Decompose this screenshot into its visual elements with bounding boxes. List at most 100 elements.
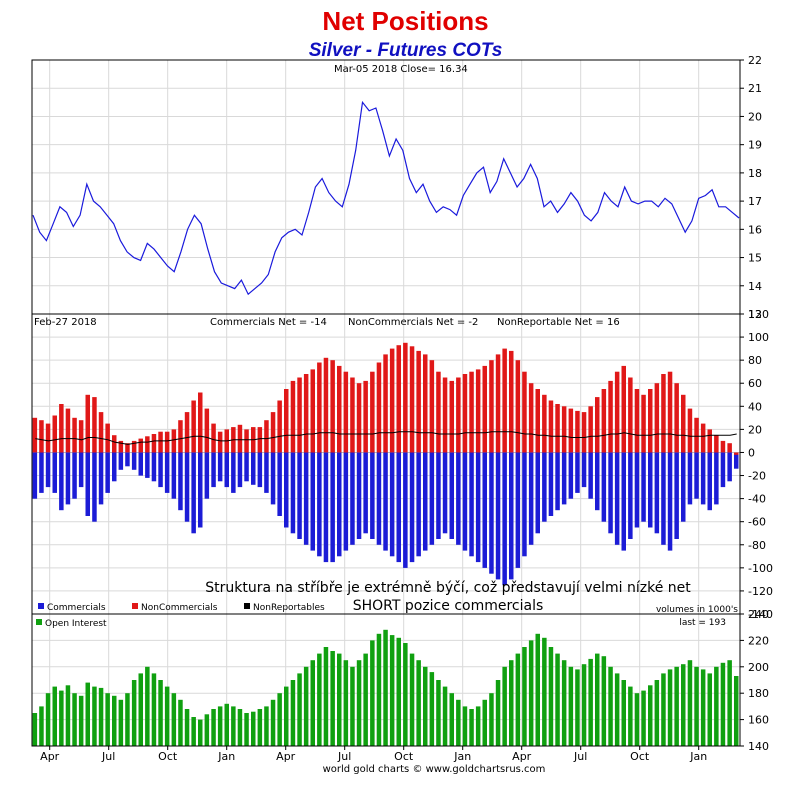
x-tick-label: Apr [40, 750, 60, 763]
open-interest-bar [244, 713, 249, 746]
commercials-bar [661, 452, 666, 545]
open-interest-bar [376, 633, 382, 746]
noncommercials-bar [158, 431, 163, 453]
open-interest-bar [462, 706, 468, 746]
noncommercials-bar [310, 369, 315, 453]
y-tick-label: 100 [748, 331, 769, 344]
noncommercials-bar [568, 408, 574, 453]
noncommercials-bar [495, 354, 501, 453]
x-tick-label: Jul [101, 750, 115, 763]
commercials-bar [462, 452, 468, 551]
noncommercials-bar [409, 346, 415, 453]
noncommercials-bar [522, 371, 527, 453]
commercials-bar [32, 452, 38, 499]
x-tick-label: Jul [573, 750, 587, 763]
commercials-bar [264, 452, 269, 493]
commercials-bar [621, 452, 626, 551]
y-tick-label: 180 [748, 687, 769, 700]
price-info: Mar-05 2018 Close= 16.34 [334, 64, 468, 75]
y-tick-label: 20 [748, 423, 762, 436]
noncommercials-bar [323, 357, 329, 453]
noncommercials-bar [462, 374, 468, 453]
commercials-bar [548, 452, 554, 516]
commercials-bar [52, 452, 57, 493]
chart-subtitle: Silver - Futures COTs [308, 40, 503, 61]
open-interest-bar [581, 664, 587, 746]
noncommercials-bar [105, 423, 110, 453]
noncommercials-bar [151, 434, 157, 453]
noncommercials-bar [581, 412, 587, 453]
noncommercials-bar [548, 400, 554, 453]
open-interest-bar [191, 717, 196, 746]
y-tick-label: 15 [748, 252, 762, 265]
open-interest-bar [184, 709, 190, 746]
commercials-bar [224, 452, 229, 488]
open-interest-bar [621, 680, 626, 746]
noncommercials-bar [376, 362, 382, 453]
open-interest-bar [687, 660, 693, 746]
x-tick-label: Oct [630, 750, 650, 763]
open-interest-bar [528, 640, 534, 746]
noncommercials-bar [628, 377, 633, 453]
noncommercials-bar [257, 427, 263, 453]
commercials-bar [98, 452, 104, 505]
open-interest-bar [65, 685, 71, 746]
open-interest-bar [310, 660, 315, 746]
noncommercials-bar [561, 406, 567, 453]
open-interest-bar [416, 660, 421, 746]
open-interest-bar [489, 693, 494, 746]
open-interest-bar [674, 666, 679, 746]
commercials-bar [509, 452, 514, 580]
open-interest-bar [171, 693, 177, 746]
noncommercials-bar [714, 435, 719, 453]
commercials-bar [330, 452, 335, 563]
nonreportables-line [35, 431, 737, 445]
open-interest-bar [85, 682, 90, 746]
open-interest-bar [429, 672, 435, 746]
open-interest-bar [337, 653, 342, 746]
open-interest-bar [383, 629, 388, 746]
commercials-bar [436, 452, 441, 539]
open-interest-bar [389, 635, 395, 746]
noncommercials-bar [164, 431, 170, 453]
open-interest-bar [52, 686, 57, 746]
noncommercials-bar [700, 423, 706, 453]
noncommercials-bar [734, 452, 739, 455]
y-tick-label: 120 [748, 308, 769, 321]
open-interest-bar [595, 653, 600, 746]
noncommercials-bar [244, 429, 249, 453]
y-tick-label: 220 [748, 634, 769, 647]
commercials-bar [310, 452, 315, 551]
open-interest-bar [681, 664, 686, 746]
open-interest-bar [363, 653, 368, 746]
x-tick-label: Jan [217, 750, 235, 763]
commercials-bar [734, 452, 739, 469]
open-interest-bar [350, 666, 355, 746]
open-interest-bar [409, 653, 415, 746]
noncommercials-bar [237, 424, 243, 453]
legend-swatch [132, 603, 138, 609]
noncommercials-bar [138, 438, 143, 453]
commercials-bar [198, 452, 203, 528]
commercials-bar [92, 452, 97, 522]
oi-panel-frame [31, 613, 741, 747]
open-interest-bar [211, 709, 216, 746]
open-interest-bar [224, 703, 229, 746]
open-interest-bar [475, 706, 481, 746]
open-interest-bar [204, 714, 210, 746]
noncommercials-bar [350, 377, 355, 453]
y-tick-label: -20 [748, 470, 766, 483]
noncommercials-bar [370, 371, 375, 453]
open-interest-bar [403, 643, 408, 746]
open-interest-bar [251, 711, 256, 746]
noncommercials-bar [720, 440, 726, 453]
open-interest-bar [561, 660, 567, 746]
open-interest-bar [720, 662, 726, 746]
commercials-bar [687, 452, 693, 505]
y-tick-label: 19 [748, 139, 762, 152]
open-interest-bar [436, 680, 441, 746]
commercials-bar [131, 452, 137, 470]
commercials-bar [522, 452, 527, 557]
open-interest-bar [270, 699, 276, 746]
commercials-bar [707, 452, 712, 511]
